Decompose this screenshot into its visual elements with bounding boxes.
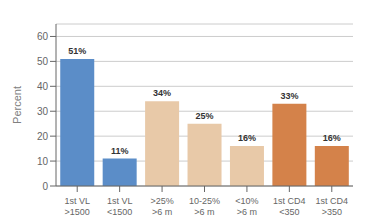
svg-text:60: 60 <box>37 31 49 42</box>
svg-text:40: 40 <box>37 81 49 92</box>
svg-text:34%: 34% <box>153 88 171 98</box>
svg-text:50: 50 <box>37 56 49 67</box>
svg-text:1st VL>1500: 1st VL>1500 <box>64 196 90 216</box>
svg-text:1st VL<1500: 1st VL<1500 <box>107 196 133 216</box>
svg-text:>25%>6 m: >25%>6 m <box>150 196 173 216</box>
svg-text:25%: 25% <box>196 111 214 121</box>
svg-text:16%: 16% <box>323 133 341 143</box>
svg-text:1st CD4>350: 1st CD4>350 <box>316 196 349 216</box>
svg-text:10-25%>6 m: 10-25%>6 m <box>189 196 220 216</box>
svg-text:Percent: Percent <box>11 86 23 124</box>
svg-text:30: 30 <box>37 106 49 117</box>
svg-text:20: 20 <box>37 131 49 142</box>
svg-text:1st CD4<350: 1st CD4<350 <box>273 196 306 216</box>
svg-text:11%: 11% <box>111 146 129 156</box>
svg-text:0: 0 <box>42 181 48 192</box>
svg-text:<10%>6 m: <10%>6 m <box>235 196 258 216</box>
svg-text:51%: 51% <box>68 46 86 56</box>
svg-text:33%: 33% <box>280 91 298 101</box>
svg-text:16%: 16% <box>238 133 256 143</box>
svg-text:10: 10 <box>37 156 49 167</box>
